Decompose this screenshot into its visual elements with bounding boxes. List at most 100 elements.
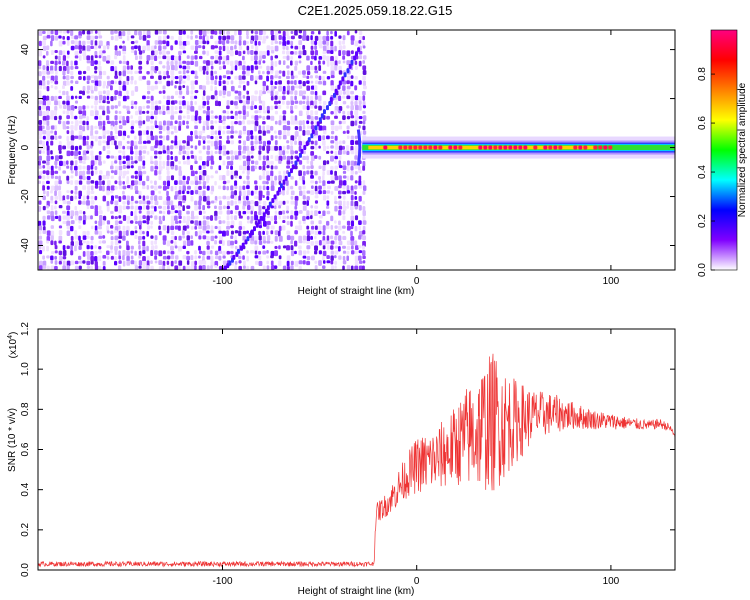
noise-cell xyxy=(270,80,274,86)
noise-cell xyxy=(302,150,306,155)
noise-cell xyxy=(190,265,195,270)
noise-cell xyxy=(174,220,179,224)
noise-cell xyxy=(74,115,78,120)
noise-cell xyxy=(234,65,238,71)
noise-cell xyxy=(174,260,178,264)
noise-cell xyxy=(254,190,258,195)
noise-cell xyxy=(254,160,259,165)
noise-cell xyxy=(326,50,331,54)
noise-cell xyxy=(146,210,150,215)
noise-cell xyxy=(222,120,226,125)
noise-cell xyxy=(106,155,110,159)
snr-y-label: SNR (10 * v/v) xyxy=(7,408,18,472)
noise-cell xyxy=(150,120,154,124)
band-peak-cell xyxy=(408,145,413,150)
noise-cell xyxy=(122,170,127,176)
noise-cell xyxy=(138,230,143,235)
noise-cell xyxy=(46,50,49,56)
noise-cell xyxy=(118,180,122,186)
noise-cell xyxy=(282,130,287,137)
noise-cell xyxy=(202,95,205,101)
noise-cell xyxy=(354,85,358,91)
noise-cell xyxy=(118,235,123,239)
noise-cell xyxy=(178,120,182,127)
noise-cell xyxy=(70,95,74,100)
noise-cell xyxy=(274,55,279,59)
noise-cell xyxy=(210,60,214,66)
noise-cell xyxy=(314,235,317,240)
noise-cell xyxy=(134,200,139,204)
noise-cell xyxy=(230,50,234,57)
noise-cell xyxy=(294,125,299,131)
noise-cell xyxy=(334,60,338,67)
noise-cell xyxy=(262,50,267,56)
noise-cell xyxy=(98,70,102,76)
noise-cell xyxy=(282,190,285,196)
noise-cell xyxy=(98,205,102,211)
noise-cell xyxy=(222,250,226,256)
noise-cell xyxy=(174,240,177,247)
noise-cell xyxy=(134,190,139,195)
noise-cell xyxy=(286,255,291,261)
noise-cell xyxy=(182,185,186,192)
noise-cell xyxy=(282,50,286,55)
noise-cell xyxy=(338,225,342,231)
drift-cell xyxy=(320,113,324,119)
noise-cell xyxy=(150,165,154,172)
noise-cell xyxy=(230,160,234,166)
noise-cell xyxy=(46,175,50,180)
noise-cell xyxy=(142,215,146,220)
noise-cell xyxy=(270,30,274,36)
noise-cell xyxy=(346,130,350,134)
noise-cell xyxy=(54,185,59,191)
noise-cell xyxy=(294,90,298,96)
noise-cell xyxy=(166,105,170,111)
noise-cell xyxy=(258,70,261,75)
noise-cell xyxy=(330,175,334,181)
noise-cell xyxy=(194,260,198,266)
noise-cell xyxy=(66,80,70,86)
noise-cell xyxy=(46,135,50,142)
noise-cell xyxy=(242,60,246,65)
noise-cell xyxy=(154,45,157,50)
noise-cell xyxy=(254,185,259,191)
noise-cell xyxy=(178,40,183,46)
noise-cell xyxy=(342,145,345,150)
noise-cell xyxy=(206,205,211,209)
noise-cell xyxy=(142,220,147,224)
noise-cell xyxy=(278,120,282,126)
noise-cell xyxy=(38,220,42,227)
noise-cell xyxy=(362,225,366,232)
noise-cell xyxy=(198,190,202,196)
noise-cell xyxy=(154,145,158,149)
band-peak-cell xyxy=(553,145,558,150)
noise-cell xyxy=(138,175,143,181)
noise-cell xyxy=(150,60,154,66)
noise-cell xyxy=(322,185,326,190)
noise-cell xyxy=(250,220,253,224)
noise-cell xyxy=(270,180,275,187)
noise-cell xyxy=(146,30,151,36)
noise-cell xyxy=(266,70,270,75)
noise-cell xyxy=(290,145,294,152)
noise-cell xyxy=(238,120,242,126)
noise-cell xyxy=(118,130,122,137)
noise-cell xyxy=(198,220,202,227)
noise-cell xyxy=(150,135,155,141)
noise-cell xyxy=(70,260,75,266)
noise-cell xyxy=(222,35,226,41)
noise-cell xyxy=(354,195,358,200)
noise-cell xyxy=(314,180,318,185)
noise-cell xyxy=(122,95,127,102)
noise-cell xyxy=(102,175,107,180)
noise-cell xyxy=(262,235,266,242)
noise-cell xyxy=(266,230,269,236)
noise-cell xyxy=(326,170,331,176)
noise-cell xyxy=(198,185,202,190)
noise-cell xyxy=(106,115,110,121)
noise-cell xyxy=(178,45,183,50)
noise-cell xyxy=(246,110,249,117)
noise-cell xyxy=(62,170,66,174)
noise-cell xyxy=(254,145,257,150)
noise-cell xyxy=(82,30,86,35)
